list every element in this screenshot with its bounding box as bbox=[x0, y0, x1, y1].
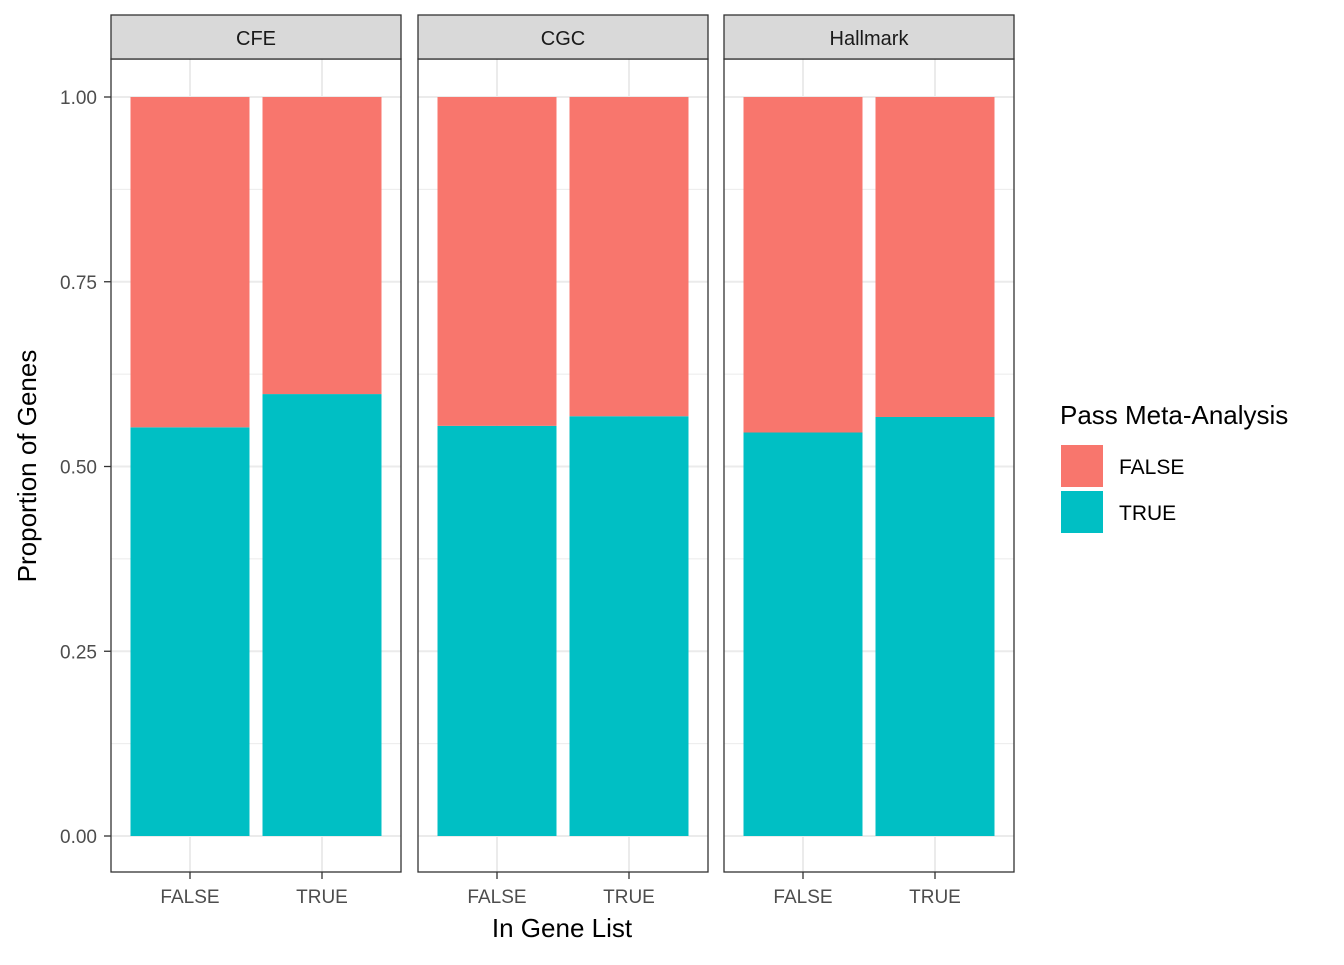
y-tick-label: 0.50 bbox=[60, 458, 97, 479]
legend-key-false bbox=[1061, 445, 1103, 487]
bar-hallmark-false-pass-true bbox=[743, 432, 863, 836]
x-axis-title: In Gene List bbox=[492, 913, 633, 943]
legend: Pass Meta-Analysis FALSE TRUE bbox=[1060, 400, 1288, 533]
x-tick-label: FALSE bbox=[773, 887, 832, 908]
bar-cfe-false-pass-true bbox=[130, 427, 250, 836]
x-tick-label: TRUE bbox=[603, 887, 655, 908]
facet-panels: CFE FALSE TRUE CGC FALSE TRUE Hallmark FALSE TRU… bbox=[110, 14, 1015, 908]
y-tick-label: 0.25 bbox=[60, 642, 97, 663]
legend-key-true bbox=[1061, 491, 1103, 533]
facet-strip-label: CFE bbox=[236, 28, 276, 50]
x-tick-label: FALSE bbox=[467, 887, 526, 908]
bar-cfe-true-pass-false bbox=[262, 97, 382, 395]
bar-hallmark-false-pass-false bbox=[743, 97, 863, 433]
facet-panel-cfe: CFE FALSE TRUE bbox=[110, 14, 402, 908]
y-axis: 0.00 0.25 0.50 0.75 1.00 bbox=[60, 88, 111, 848]
bar-cgc-true-pass-true bbox=[569, 416, 689, 836]
facet-strip-label: Hallmark bbox=[830, 28, 910, 50]
y-tick-label: 1.00 bbox=[60, 88, 97, 109]
bar-cfe-false-pass-false bbox=[130, 97, 250, 428]
bar-cgc-true-pass-false bbox=[569, 97, 689, 417]
facet-strip bbox=[110, 14, 402, 60]
y-tick-label: 0.00 bbox=[60, 827, 97, 848]
facet-panel-cgc: CGC FALSE TRUE bbox=[417, 14, 709, 908]
x-tick-label: TRUE bbox=[909, 887, 961, 908]
legend-label-true: TRUE bbox=[1119, 502, 1176, 525]
bar-hallmark-true-pass-true bbox=[875, 416, 995, 836]
x-tick-label: FALSE bbox=[160, 887, 219, 908]
facet-panel-hallmark: Hallmark FALSE TRUE bbox=[723, 14, 1015, 908]
bar-cgc-false-pass-true bbox=[437, 425, 557, 836]
facet-strip-label: CGC bbox=[541, 28, 585, 50]
facet-strip bbox=[417, 14, 709, 60]
legend-label-false: FALSE bbox=[1119, 456, 1184, 479]
y-axis-title: Proportion of Genes bbox=[12, 350, 42, 583]
facet-strip bbox=[723, 14, 1015, 60]
bar-cgc-false-pass-false bbox=[437, 97, 557, 426]
x-tick-label: TRUE bbox=[296, 887, 348, 908]
bar-hallmark-true-pass-false bbox=[875, 97, 995, 417]
bar-cfe-true-pass-true bbox=[262, 394, 382, 836]
legend-title: Pass Meta-Analysis bbox=[1060, 400, 1288, 430]
y-tick-label: 0.75 bbox=[60, 273, 97, 294]
